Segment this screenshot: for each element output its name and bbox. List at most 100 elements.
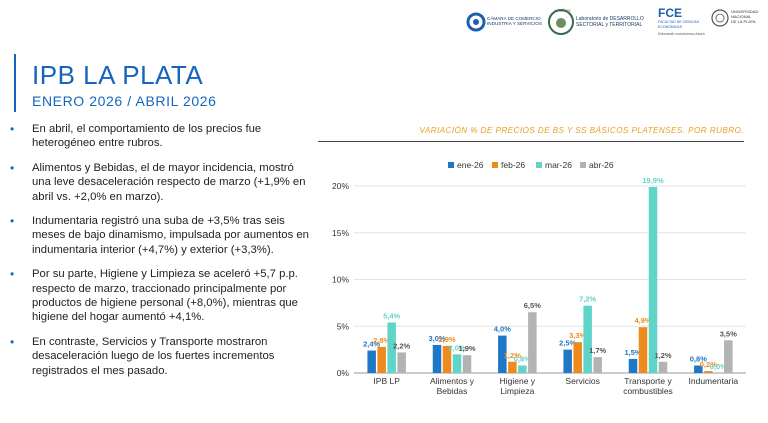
bar	[658, 361, 668, 373]
lab-text-2: SECTORIAL y TERRITORIAL	[576, 22, 642, 28]
fce-logo: FCE FACULTAD DE CIENCIAS ECONÓMICAS Educ…	[658, 6, 705, 36]
data-label: 0,0%	[710, 362, 727, 371]
bar	[452, 354, 462, 373]
ccis-text-2: INDUSTRIA Y SERVICIOS	[487, 21, 542, 26]
x-tick-label: Alimentos y	[430, 376, 475, 386]
bar	[518, 365, 527, 373]
y-tick-label: 15%	[332, 228, 349, 238]
data-label: 2,0%	[448, 343, 465, 352]
data-label: 4,0%	[494, 325, 511, 334]
bar	[367, 350, 376, 373]
logos-svg: CÁMARA DE COMERCIO INDUSTRIA Y SERVICIOS…	[466, 6, 758, 36]
bar	[508, 361, 517, 373]
x-tick-label: Indumentaria	[689, 376, 739, 386]
legend-swatch	[580, 162, 586, 168]
y-tick-label: 20%	[332, 181, 349, 191]
data-label: 2,4%	[363, 340, 380, 349]
legend-swatch	[448, 162, 454, 168]
bullet-dot-icon: •	[10, 160, 15, 175]
bullet-dot-icon: •	[10, 267, 15, 282]
data-label: 1,2%	[654, 351, 671, 360]
bar	[648, 186, 658, 373]
lab-text-1: Laboratorio de DESARROLLO	[576, 16, 644, 22]
bullet-item: • Por su parte, Higiene y Limpieza se ace…	[10, 267, 310, 325]
bullet-dot-icon: •	[10, 214, 15, 229]
y-tick-label: 5%	[337, 321, 350, 331]
data-label: 2,8%	[373, 336, 390, 345]
x-tick-label: Higiene y	[500, 376, 536, 386]
legend-swatch	[536, 162, 542, 168]
unlp-text-3: DE LA PLATA	[731, 19, 756, 24]
x-tick-label: Servicios	[565, 376, 599, 386]
legend-label: feb-26	[501, 160, 525, 170]
bullet-text: En abril, el comportamiento de los preci…	[32, 123, 262, 150]
bullet-dot-icon: •	[10, 334, 15, 349]
data-label: 3,5%	[720, 329, 737, 338]
unlp-text-1: UNIVERSIDAD	[731, 9, 758, 14]
bullet-item: • En contraste, Servicios y Transporte mo…	[10, 335, 310, 378]
bar	[704, 371, 713, 373]
lab-logo: 10 AÑOS Laboratorio de DESARROLLO SECTOR…	[548, 8, 644, 35]
y-tick-label: 0%	[337, 368, 350, 378]
fce-sub-1: FACULTAD DE CIENCIAS	[658, 20, 700, 24]
bar	[638, 327, 648, 373]
bar	[528, 312, 537, 373]
bullet-text: En contraste, Servicios y Transporte mos…	[32, 335, 275, 377]
bullet-dot-icon: •	[10, 122, 15, 136]
bar	[628, 358, 638, 373]
x-tick-label: Transporte y	[624, 376, 672, 386]
x-tick-label: IPB LP	[373, 376, 400, 386]
x-tick-label: Limpieza	[500, 386, 534, 396]
fce-slogan: Educando construimos futuro	[658, 32, 705, 36]
legend-label: mar-26	[545, 160, 572, 170]
x-tick-label: Bebidas	[437, 386, 468, 396]
data-label: 19,9%	[642, 176, 664, 185]
bar	[377, 346, 386, 373]
bar-chart: 0% 5% 10% 15% 20% ene-26 feb-26 mar-26 abr-26 2,4…	[332, 160, 746, 396]
data-label: 2,9%	[438, 335, 455, 344]
bullet-item: • En abril, el comportamiento de los prec…	[10, 122, 310, 151]
partner-logos: CÁMARA DE COMERCIO INDUSTRIA Y SERVICIOS…	[460, 4, 760, 40]
legend-label: abr-26	[589, 160, 614, 170]
bar	[573, 342, 582, 373]
bar	[563, 349, 572, 373]
bullet-text: Indumentaria registró una suba de +3,5% …	[32, 215, 309, 256]
bar	[724, 340, 733, 373]
bar	[442, 345, 452, 373]
title-accent-line	[14, 54, 16, 112]
fce-text: FCE	[658, 6, 682, 20]
data-label: 0,8%	[690, 355, 707, 364]
data-label: 3,0%	[428, 334, 445, 343]
ccis-logo: CÁMARA DE COMERCIO INDUSTRIA Y SERVICIOS	[466, 12, 542, 32]
data-label: 7,2%	[579, 295, 596, 304]
bar	[397, 352, 406, 373]
data-label: 6,5%	[524, 301, 541, 310]
bullet-item: • Alimentos y Bebidas, el de mayor incide…	[10, 161, 310, 204]
bullet-list: • En abril, el comportamiento de los prec…	[10, 122, 310, 388]
data-label: 1,9%	[458, 344, 475, 353]
bullet-item: • Indumentaria registró una suba de +3,5%…	[10, 214, 310, 257]
bar	[387, 322, 396, 373]
data-label: 1,2%	[504, 351, 521, 360]
data-label: 0,8%	[514, 355, 531, 364]
data-label: 4,9%	[634, 316, 651, 325]
ccis-text-1: CÁMARA DE COMERCIO	[487, 15, 541, 21]
data-label: 3,3%	[569, 331, 586, 340]
aniversario-text: 10 AÑOS	[554, 8, 571, 13]
data-label: 0,2%	[700, 360, 717, 369]
bar	[583, 305, 592, 373]
legend-label: ene-26	[457, 160, 484, 170]
fce-sub-2: ECONÓMICAS	[658, 24, 683, 29]
bar	[462, 355, 472, 373]
bar	[694, 365, 703, 373]
bullet-text: Alimentos y Bebidas, el de mayor inciden…	[32, 161, 306, 203]
y-tick-label: 10%	[332, 275, 349, 285]
data-label: 5,4%	[383, 312, 400, 321]
unlp-logo: UNIVERSIDAD NACIONAL DE LA PLATA	[711, 9, 758, 27]
bar	[432, 344, 442, 373]
chart-title-rule	[318, 141, 744, 142]
chart-title: VARIACIÓN % DE PRECIOS DE BS Y SS BÁSICO…	[419, 126, 744, 135]
page-title: IPB LA PLATA	[32, 60, 204, 90]
data-label: 2,5%	[559, 339, 576, 348]
bar	[593, 357, 602, 373]
